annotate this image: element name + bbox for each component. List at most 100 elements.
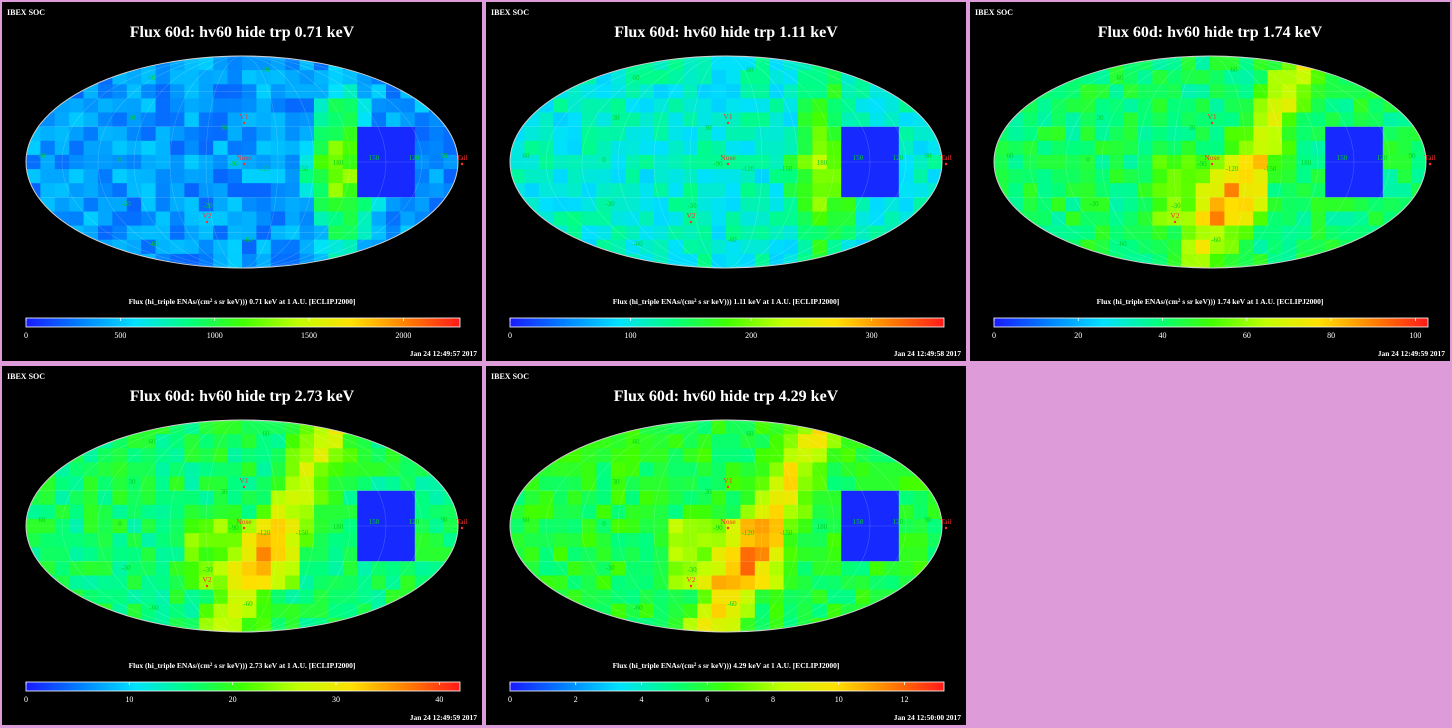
graticule-label: 30 [613,114,621,122]
graticule-label: 0 [602,156,606,164]
graticule-label: -60 [243,236,253,244]
marker-nose: Nose [236,153,252,162]
graticule-label: 60 [523,152,531,160]
brand-label: IBEX SOC [7,8,45,17]
timestamp: Jan 24 12:49:58 2017 [894,349,962,358]
marker-tail: Tail [940,517,952,526]
graticule-label: -90 [229,160,239,168]
graticule-label: 120 [409,518,420,526]
graticule-label: 0 [602,520,606,528]
colorbar-tick-label: 40 [1159,331,1167,340]
colorbar-tick-label: 10 [125,695,133,704]
graticule-label: -60 [149,604,159,612]
graticule-label: 60 [263,66,271,74]
marker-nose: Nose [1204,153,1220,162]
colorbar [509,681,945,692]
map-title: Flux 60d: hv60 hide trp 4.29 keV [614,388,839,405]
colorbar [993,317,1429,328]
timestamp: Jan 24 12:49:59 2017 [410,713,478,722]
map-title: Flux 60d: hv60 hide trp 1.74 keV [1098,24,1323,41]
colorbar-tick-label: 0 [508,695,512,704]
graticule-label: 120 [1377,154,1388,162]
graticule-label: -120 [1226,165,1239,173]
colorbar-tick-label: 0 [992,331,996,340]
graticule-label: 60 [149,438,157,446]
colorbar-tick-label: 6 [705,695,709,704]
graticule-label: -150 [780,529,793,537]
colorbar-tick-label: 12 [901,695,909,704]
timestamp: Jan 24 12:49:59 2017 [1378,349,1446,358]
graticule-label: 120 [893,154,904,162]
graticule-label: -120 [258,165,271,173]
marker-nose: Nose [236,517,252,526]
graticule-label: -90 [229,524,239,532]
graticule-label: 90 [1409,152,1417,160]
graticule-label: -60 [727,236,737,244]
colorbar-tick-label: 300 [866,331,878,340]
brand-label: IBEX SOC [7,372,45,381]
colorbar-tick-label: 60 [1243,331,1251,340]
graticule-label: -60 [243,600,253,608]
colorbar-tick-label: 2 [574,695,578,704]
graticule-label: 30 [1189,124,1197,132]
colorbar [25,317,461,328]
marker-nose: Nose [720,153,736,162]
graticule-label: 30 [1097,114,1105,122]
graticule-label: 0 [118,520,122,528]
skymap-panel: IBEX SOC Flux 60d: hv60 hide trp 1.74 keV… [970,2,1450,361]
marker-v2: V2 [1170,211,1179,220]
graticule-label: 30 [129,114,137,122]
graticule-label: -30 [1089,200,1099,208]
marker-tail: Tail [456,517,468,526]
colorbar-tick-label: 0 [24,695,28,704]
skymap-svg: IBEX SOC Flux 60d: hv60 hide trp 2.73 keV… [7,372,478,722]
graticule-label: 60 [149,74,157,82]
graticule-label: 150 [369,154,380,162]
skymap-panel: IBEX SOC Flux 60d: hv60 hide trp 1.11 keV… [486,2,966,361]
graticule-label: 180 [817,523,828,531]
graticule-label: 150 [1337,154,1348,162]
graticule-label: -30 [687,202,697,210]
map-title: Flux 60d: hv60 hide trp 1.11 keV [614,24,838,41]
colorbar-tick-label: 1000 [207,331,223,340]
graticule-label: -30 [121,200,131,208]
brand-label: IBEX SOC [975,8,1013,17]
marker-v2: V2 [202,575,211,584]
graticule-label: -150 [1264,165,1277,173]
graticule-label: -90 [713,160,723,168]
colorbar [509,317,945,328]
graticule-label: 60 [633,438,641,446]
graticule-label: 60 [747,66,755,74]
colorbar-tick-label: 200 [745,331,757,340]
graticule-label: 90 [925,516,933,524]
graticule-label: 0 [118,156,122,164]
colorbar-tick-label: 0 [24,331,28,340]
marker-tail: Tail [1424,153,1436,162]
skymap-svg: IBEX SOC Flux 60d: hv60 hide trp 0.71 keV… [7,8,478,358]
graticule-label: 150 [853,154,864,162]
graticule-label: 60 [1231,66,1239,74]
graticule-label: -60 [1117,240,1127,248]
colorbar-tick-label: 40 [435,695,443,704]
graticule-label: 180 [1301,159,1312,167]
marker-nose: Nose [720,517,736,526]
graticule-label: 30 [613,478,621,486]
graticule-label: -60 [633,604,643,612]
colorbar-tick-label: 1500 [301,331,317,340]
marker-v1: V1 [723,476,732,485]
timestamp: Jan 24 12:49:57 2017 [410,349,478,358]
graticule-label: -30 [203,202,213,210]
graticule-label: 180 [817,159,828,167]
graticule-label: 60 [39,152,47,160]
graticule-label: 90 [925,152,933,160]
colorbar-title: Flux (hi_triple ENAs/(cm2 s sr keV))) 1.… [613,297,839,306]
colorbar-tick-label: 30 [332,695,340,704]
graticule-label: 30 [705,488,713,496]
colorbar-tick-label: 10 [835,695,843,704]
skymap-svg: IBEX SOC Flux 60d: hv60 hide trp 4.29 keV… [491,372,961,722]
map-title: Flux 60d: hv60 hide trp 2.73 keV [130,388,355,405]
colorbar-tick-label: 100 [1409,331,1421,340]
graticule-label: 0 [1086,156,1090,164]
colorbar-tick-label: 4 [640,695,644,704]
brand-label: IBEX SOC [491,8,529,17]
